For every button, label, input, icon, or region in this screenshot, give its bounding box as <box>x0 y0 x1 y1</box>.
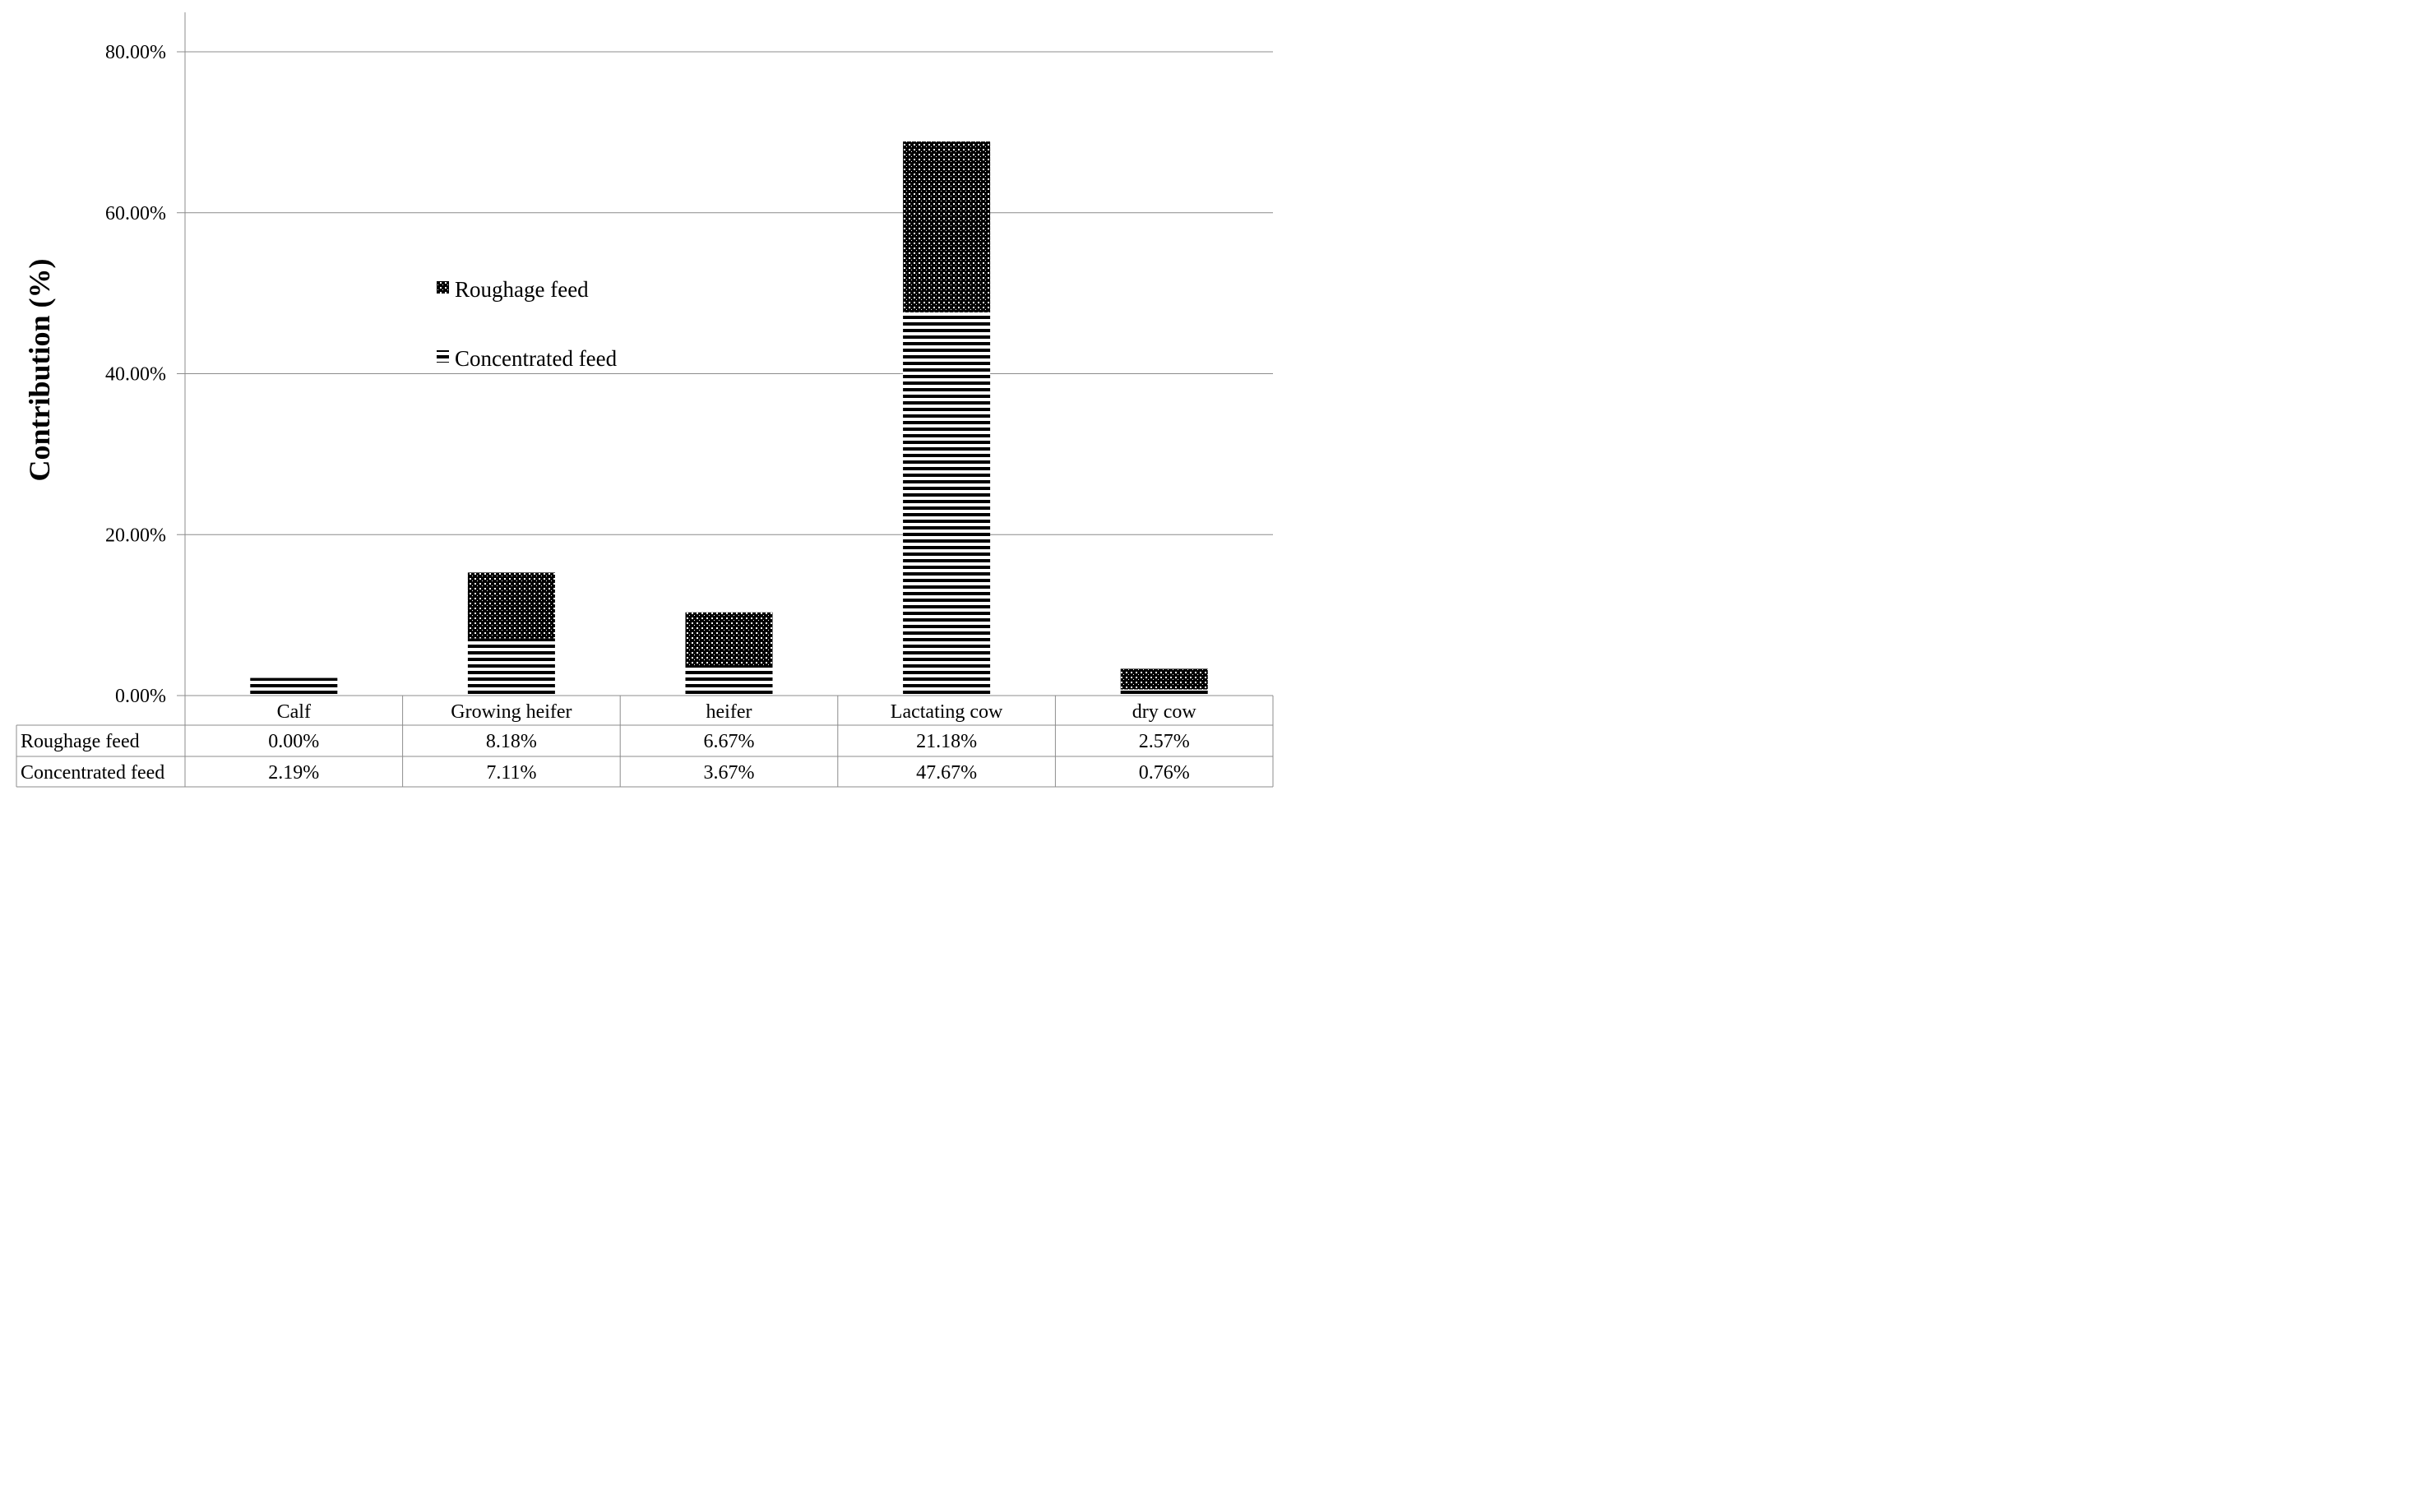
data-label: 3.67% <box>704 762 755 784</box>
bar-concentrated-feed <box>467 638 555 696</box>
y-tick-label: 0.00% <box>115 686 166 707</box>
legend-label: Concentrated feed <box>455 346 618 371</box>
bar-roughage-feed <box>467 572 555 639</box>
data-label: 0.76% <box>1139 762 1190 784</box>
bars <box>250 141 1208 696</box>
data-label: 6.67% <box>704 731 755 752</box>
category-label: dry cow <box>1132 701 1197 723</box>
stacked-bar-chart: 0.00% 20.00% 40.00% 60.00% 80.00% Calf Growin… <box>16 12 1274 788</box>
legend-label: Roughage feed <box>455 277 589 302</box>
category-label: heifer <box>706 701 752 723</box>
y-tick-label: 40.00% <box>105 364 166 386</box>
bar-roughage-feed <box>903 141 991 312</box>
gridlines <box>177 51 1273 696</box>
legend-swatch <box>437 281 449 294</box>
data-table: Calf Growing heifer heifer Lactating cow dry… <box>16 695 1274 788</box>
category-label: Lactating cow <box>891 701 1003 723</box>
bar-roughage-feed <box>1120 668 1208 690</box>
y-tick-label: 20.00% <box>105 525 166 546</box>
y-tick-label: 60.00% <box>105 203 166 224</box>
bar-roughage-feed <box>685 612 773 667</box>
legend: Roughage feed Concentrated feed <box>437 277 618 371</box>
bar-concentrated-feed <box>250 677 338 696</box>
data-label: 0.00% <box>268 731 319 752</box>
data-label: 47.67% <box>916 762 977 784</box>
data-label: 2.19% <box>268 762 319 784</box>
legend-swatch <box>437 350 449 363</box>
bar-concentrated-feed <box>685 666 773 696</box>
category-label: Calf <box>277 701 311 723</box>
data-label: 2.57% <box>1139 731 1190 752</box>
data-label: 21.18% <box>916 731 977 752</box>
table-row-label: Roughage feed <box>21 731 140 752</box>
table-row-label: Concentrated feed <box>21 762 164 784</box>
y-axis-label: Contribution (%) <box>23 258 56 481</box>
y-axis-ticks: 0.00% 20.00% 40.00% 60.00% 80.00% <box>105 42 166 707</box>
y-tick-label: 80.00% <box>105 42 166 63</box>
data-label: 8.18% <box>486 731 537 752</box>
bar-concentrated-feed <box>903 312 991 696</box>
category-label: Growing heifer <box>451 701 572 723</box>
bar-concentrated-feed <box>1120 689 1208 696</box>
data-label: 7.11% <box>486 762 536 784</box>
